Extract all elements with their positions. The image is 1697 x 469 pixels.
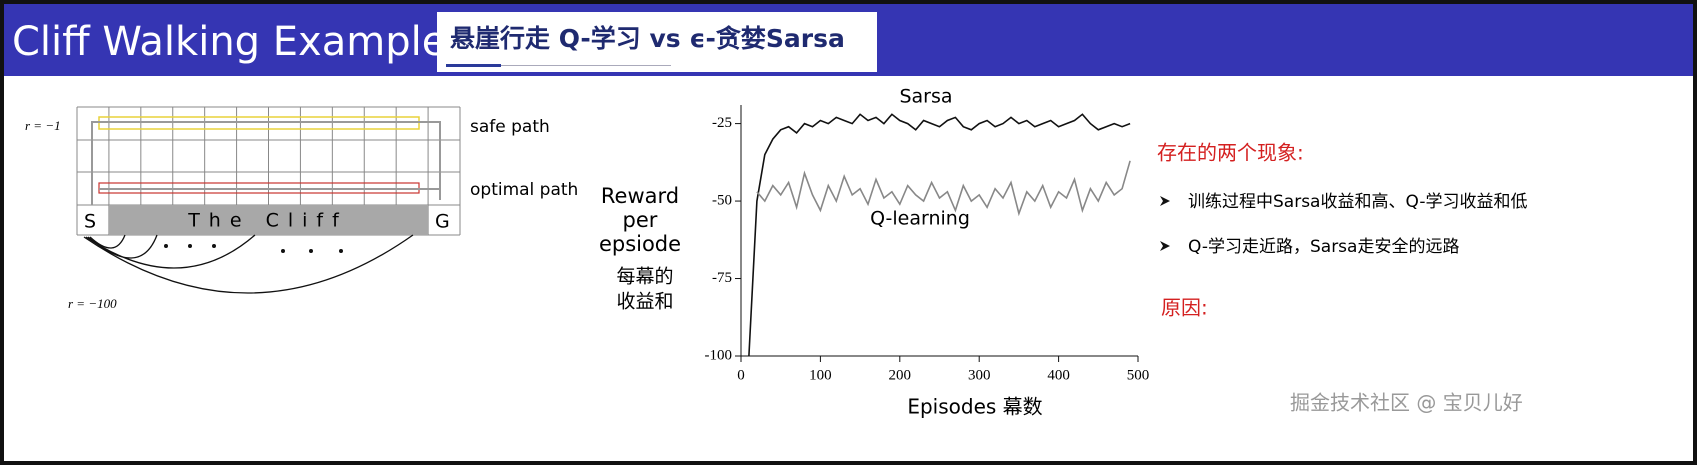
title: Cliff Walking Example: [12, 19, 446, 65]
x-tick-label: 300: [968, 367, 991, 383]
series-line: [756, 160, 1131, 217]
y-label: per: [623, 208, 658, 232]
reward-cliff: r = −100: [68, 296, 117, 311]
x-tick-label: 100: [809, 367, 832, 383]
x-label: Episodes 幕数: [907, 395, 1042, 419]
goal-label: G: [435, 211, 450, 233]
bullet: [1160, 241, 1170, 251]
start-label: S: [84, 211, 96, 233]
x-tick-label: 500: [1127, 367, 1150, 383]
cliff-area: [109, 205, 428, 235]
y-label: epsiode: [599, 232, 681, 256]
y-label-zh: 每幕的: [616, 266, 673, 288]
x-tick-label: 400: [1047, 367, 1070, 383]
y-tick-label: -50: [712, 192, 732, 208]
bullet-text: Q-学习走近路，Sarsa走安全的远路: [1188, 237, 1459, 257]
series-label: Q-learning: [870, 208, 970, 230]
subtitle-box: [437, 12, 877, 72]
optimal-path-label: optimal path: [470, 180, 578, 200]
y-tick-label: -100: [705, 347, 733, 363]
safe-path-label: safe path: [470, 117, 550, 137]
cliff-arrows: [83, 234, 414, 294]
y-tick-label: -25: [712, 115, 732, 131]
safe-arrow: [91, 121, 441, 205]
series-line: [748, 113, 1131, 357]
y-label: Reward: [601, 184, 679, 208]
subtitle: 悬崖行走 Q-学习 vs ϵ-贪婪Sarsa: [450, 24, 845, 53]
underline: [446, 64, 501, 67]
ellipsis-dots: [164, 244, 343, 253]
notes-heading: 存在的两个现象:: [1157, 141, 1304, 165]
watermark: 掘金技术社区 @ 宝贝儿好: [1290, 391, 1523, 415]
reward-step: r = −1: [25, 118, 61, 133]
series-label: Sarsa: [899, 86, 952, 108]
x-tick-label: 0: [737, 367, 745, 383]
reason-heading: 原因:: [1161, 296, 1208, 320]
x-tick-label: 200: [889, 367, 912, 383]
y-tick-label: -75: [712, 270, 732, 286]
bullet-text: 训练过程中Sarsa收益和高、Q-学习收益和低: [1188, 192, 1527, 212]
underline: [501, 65, 671, 66]
cliff-label: The Cliff: [187, 210, 348, 232]
bullet: [1160, 196, 1170, 206]
y-label-zh: 收益和: [616, 291, 673, 313]
